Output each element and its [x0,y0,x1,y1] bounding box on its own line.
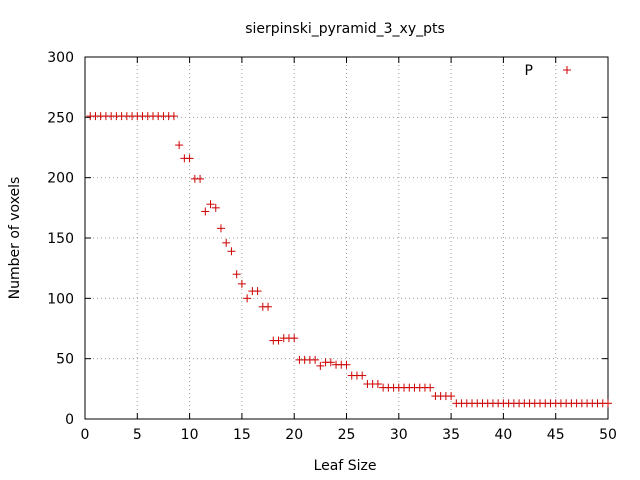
y-tick-label: 0 [65,412,74,428]
x-tick-label: 20 [285,427,303,443]
y-tick-label: 200 [47,171,74,187]
y-axis-label: Number of voxels [7,177,23,300]
y-tick-label: 250 [47,110,74,126]
data-point [290,334,299,343]
x-tick-label: 10 [181,427,199,443]
data-point [604,399,612,408]
y-tick-label: 300 [47,50,74,66]
x-tick-label: 30 [390,427,408,443]
legend: P [525,63,571,79]
data-point [447,392,456,401]
x-tick-label: 45 [547,427,565,443]
legend-label: P [525,63,533,79]
x-tick-label: 35 [442,427,460,443]
data-point [201,207,210,216]
data-point [227,247,236,256]
data-point [206,200,215,209]
data-point [253,287,262,296]
data-point [342,360,351,369]
data-point [264,302,273,311]
x-tick-label: 50 [599,427,617,443]
data-point [373,380,382,389]
data-points [86,112,612,408]
data-point [222,238,231,247]
legend-marker [563,66,571,74]
axis-ticks: 0 5 10 15 20 25 30 35 40 45 50 0 50 100 150 200 250 300 [47,50,617,443]
data-point [175,141,184,150]
data-point [196,174,205,183]
data-point [216,224,225,233]
chart-title: sierpinski_pyramid_3_xy_pts [245,21,445,37]
data-point [169,112,178,121]
y-tick-label: 50 [56,352,74,368]
data-point [185,154,194,163]
x-axis-label: Leaf Size [314,458,377,474]
data-point [211,203,220,212]
grid-lines [85,57,608,419]
x-tick-label: 0 [81,427,90,443]
data-point [274,336,283,345]
data-point [358,371,367,380]
data-point [326,358,335,367]
data-point [426,383,435,392]
x-tick-label: 5 [133,427,142,443]
data-point [243,294,252,303]
data-point [311,355,320,364]
y-tick-label: 100 [47,291,74,307]
data-point [237,279,246,288]
x-tick-label: 25 [338,427,356,443]
y-tick-label: 150 [47,231,74,247]
x-tick-label: 15 [233,427,251,443]
data-point [316,361,325,370]
x-tick-label: 40 [494,427,512,443]
data-point [232,270,241,279]
